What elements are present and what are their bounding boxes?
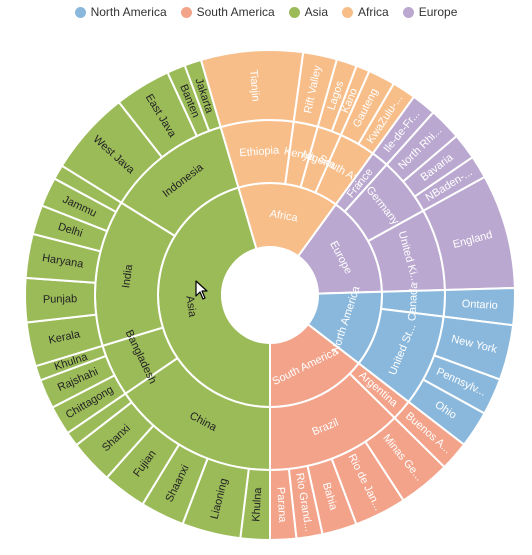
legend-swatch — [180, 6, 192, 18]
segment-label: Khulna — [250, 486, 264, 522]
legend: North America South America Asia Africa Euro… — [0, 3, 532, 21]
legend-label: Africa — [358, 5, 389, 19]
legend-item[interactable]: Africa — [342, 5, 389, 19]
legend-item[interactable]: Europe — [402, 5, 458, 19]
legend-swatch — [288, 6, 300, 18]
legend-item[interactable]: South America — [180, 5, 275, 19]
segment-label: India — [120, 263, 135, 289]
legend-item[interactable]: North America — [74, 5, 167, 19]
segment-label: Africa — [269, 208, 300, 225]
mouse-cursor-icon — [195, 280, 208, 300]
segment-label: Punjab — [43, 293, 78, 306]
legend-label: South America — [196, 5, 275, 19]
legend-swatch — [402, 6, 414, 18]
legend-label: Europe — [418, 5, 458, 19]
legend-swatch — [74, 6, 86, 18]
segment-label: Parana — [274, 487, 288, 524]
legend-swatch — [342, 6, 354, 18]
segment-label: Ethiopia — [239, 144, 280, 159]
segment-label: Canada — [406, 281, 420, 321]
segment-label: Asia — [183, 295, 198, 319]
sunburst-segment[interactable] — [269, 467, 298, 542]
legend-label: Asia — [304, 5, 329, 19]
segment-label: Ontario — [461, 298, 498, 312]
legend-label: North America — [90, 5, 167, 19]
legend-item[interactable]: Asia — [288, 5, 329, 19]
segment-label: Tianjin — [247, 69, 261, 102]
